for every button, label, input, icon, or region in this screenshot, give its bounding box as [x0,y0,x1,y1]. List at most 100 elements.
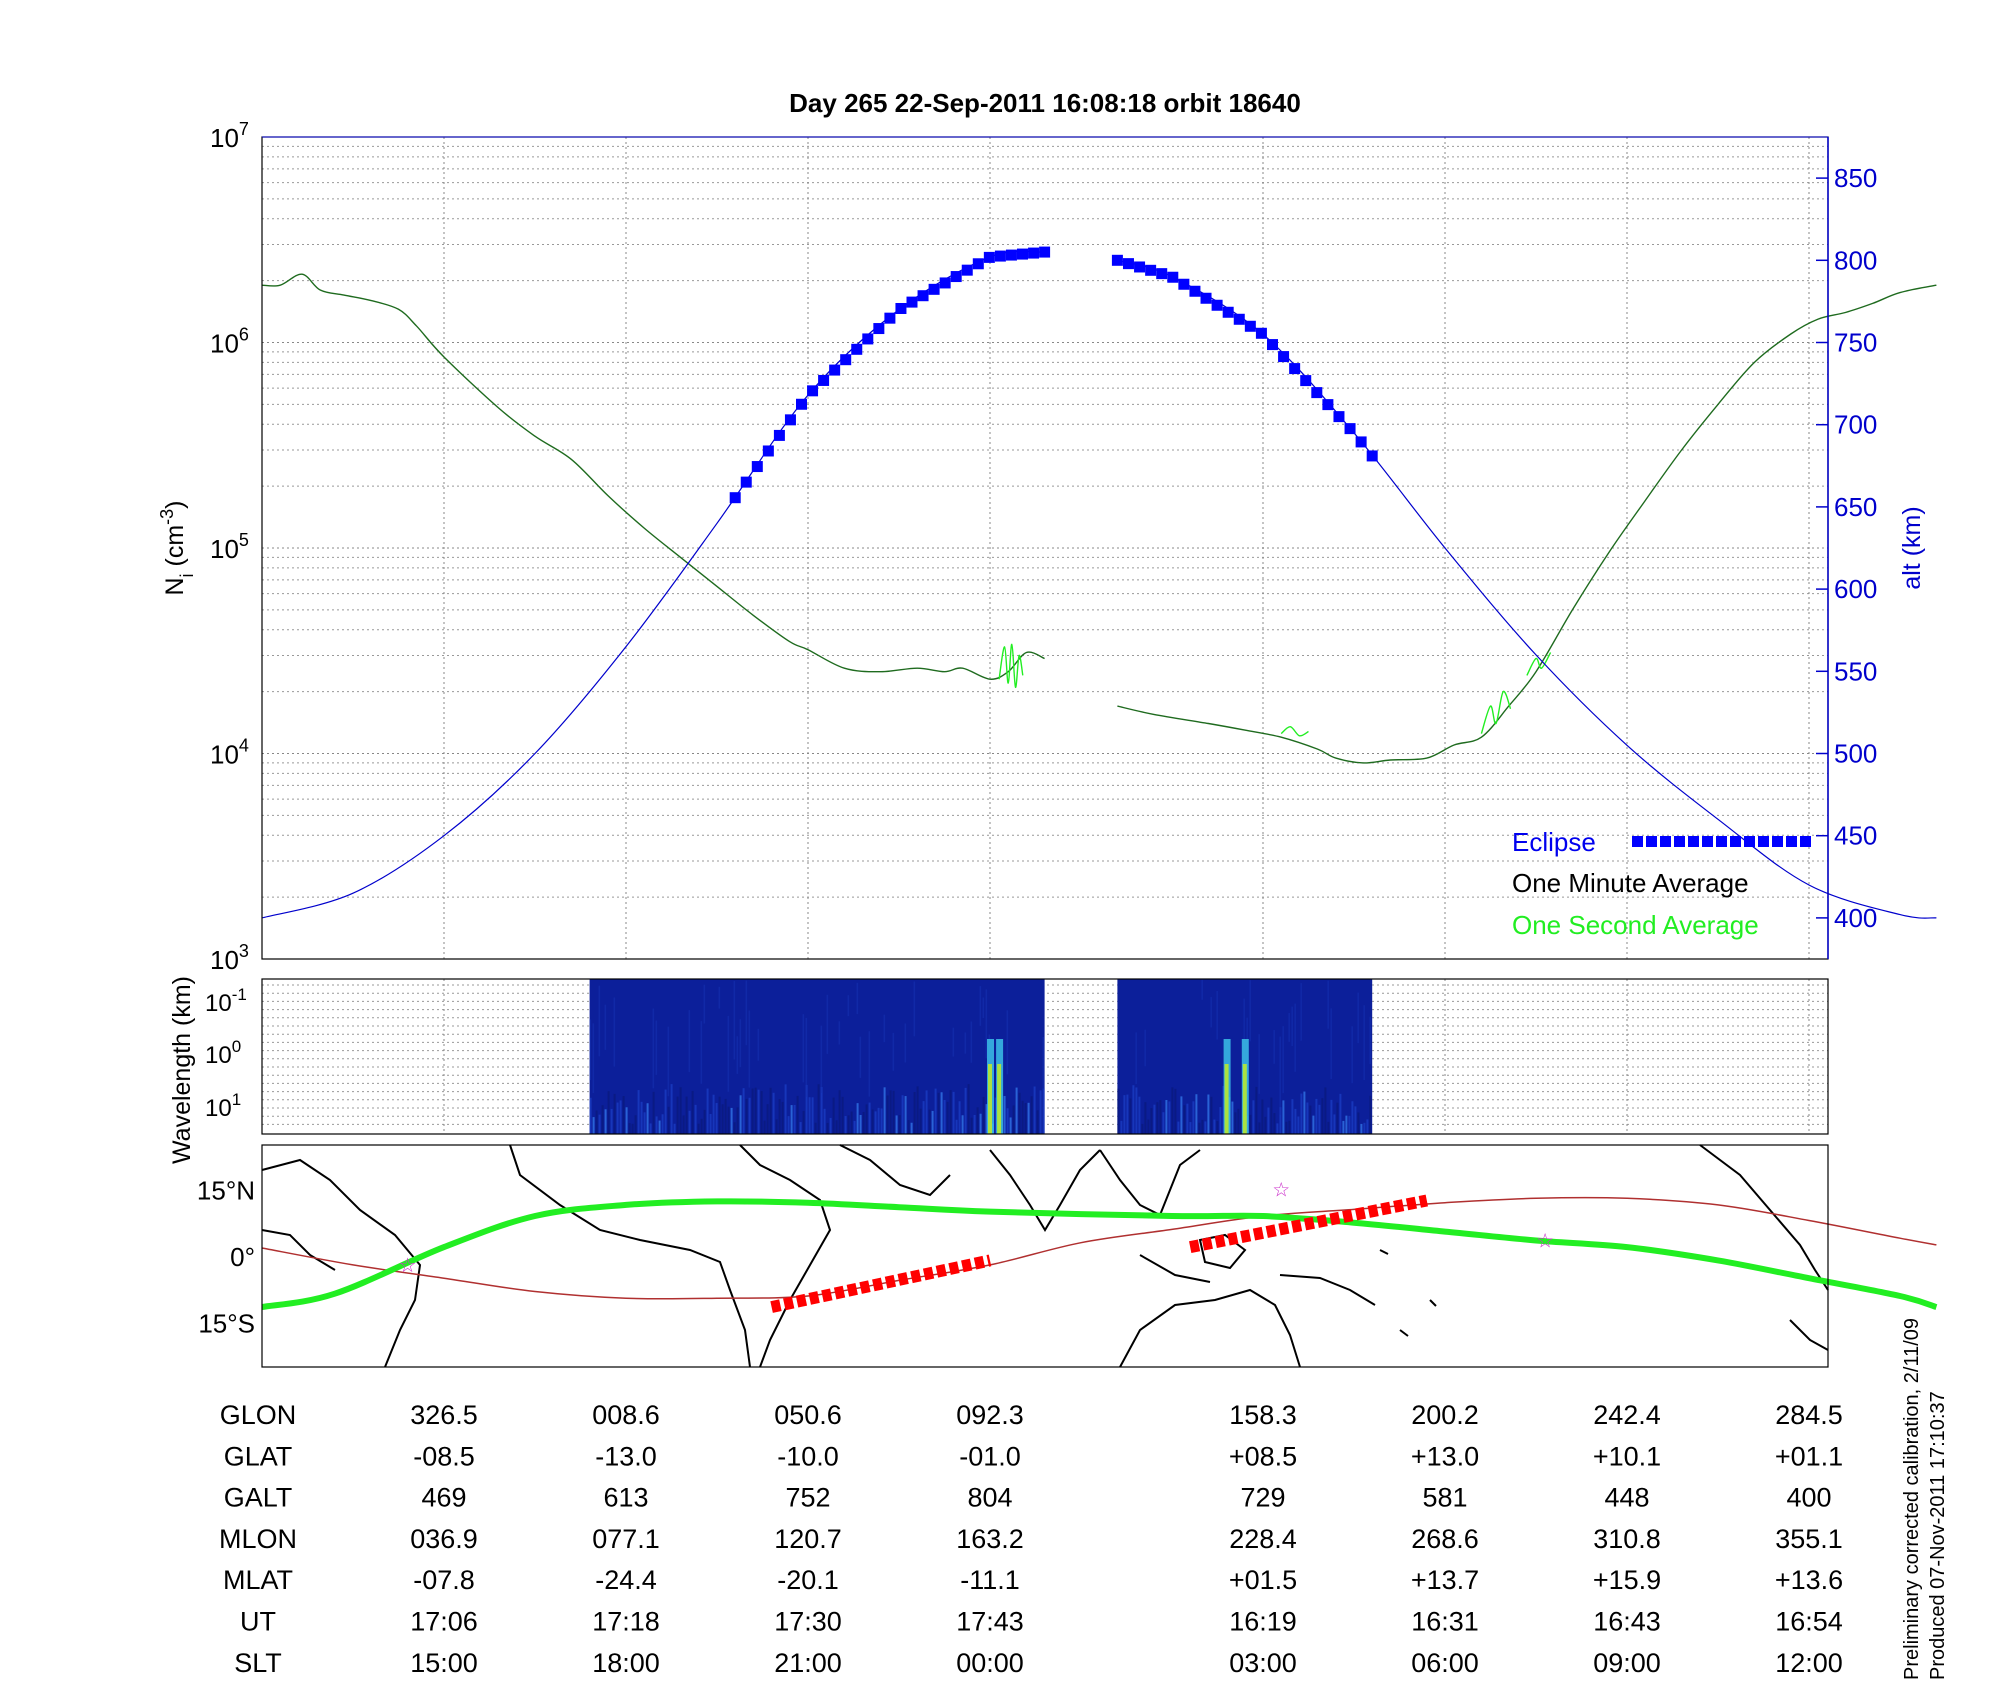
spectrogram-streak [1327,980,1329,1029]
spectrogram-streak [979,986,982,1026]
spectrogram-streak [1150,1108,1153,1134]
table-cell: 17:30 [774,1607,842,1637]
spectrogram-streak [802,1110,805,1134]
spectrogram-streak [604,1004,607,1050]
legend-eclipse-square [1730,836,1741,847]
table-row-label: MLON [219,1524,297,1554]
spectrogram-streak [739,1019,742,1068]
spectrogram-streak [1330,1008,1332,1080]
table-cell: -01.0 [959,1441,1021,1471]
y2-tick-label: 700 [1834,410,1877,440]
table-cell: -08.5 [413,1441,475,1471]
eclipse-marker [1366,450,1378,462]
spectrogram-streak [1339,1093,1342,1134]
spectrogram-streak [892,1032,895,1071]
spectrogram-streak [886,1095,889,1134]
spectrogram-streak [904,1096,907,1134]
table-cell: 092.3 [956,1400,1024,1430]
legend-minute-average: One Minute Average [1512,868,1749,898]
table-cell: +08.5 [1229,1441,1297,1471]
spectrogram-streak [1147,1119,1150,1134]
spectrogram-tick-label: 101 [205,1090,241,1122]
spectrogram-streak [691,1090,694,1134]
spectrogram-ticks: 10-1 100 101 [205,985,247,1122]
spectrogram-streak [904,1023,907,1063]
spectrogram-streak [1039,1090,1042,1134]
eclipse-marker [1145,264,1157,276]
spectrogram-streak [853,1120,856,1134]
spectrogram-streak [1291,1099,1294,1134]
spectrogram-streak [961,1115,964,1134]
spectrogram-streak [1264,1116,1267,1134]
spectrogram-streak [796,1095,799,1134]
spectrogram-streak [805,1017,808,1097]
spectrogram-streak [1255,1086,1258,1134]
eclipse-track-segment [1189,1194,1428,1254]
table-cell: 077.1 [592,1524,660,1554]
star-marker: ☆ [1536,1230,1554,1252]
eclipse-track-segment [770,1254,992,1313]
legend-eclipse-square [1702,836,1713,847]
spectrogram-streak [667,1106,670,1134]
spectrogram-streak [823,1108,826,1134]
spectrogram-streak [646,1103,649,1134]
coastline [989,1149,1101,1232]
spectrogram-streak [1198,1122,1201,1134]
table-cell: 008.6 [592,1400,660,1430]
spectrogram-streak [1294,1003,1296,1072]
series-line-one-second-average [1526,652,1552,676]
eclipse-marker [1344,423,1356,435]
spectrogram-streak [1252,1100,1255,1134]
spectrogram-streak [832,1097,835,1134]
y-tick-label: 105 [210,530,249,564]
table-cell: 17:18 [592,1607,660,1637]
legend-eclipse-square [1716,836,1727,847]
y2-tick-label: 550 [1834,656,1877,686]
table-row-label: GLAT [224,1441,293,1471]
spectrogram-streak [1336,1102,1339,1134]
spectrogram-streak [1318,1104,1321,1134]
spectrogram-streak [1183,1105,1186,1134]
spectrogram-streak [1033,1086,1036,1134]
spectrogram-streak [1213,1119,1216,1134]
lat-tick-label: 0° [230,1242,255,1272]
legend-eclipse-square [1800,836,1811,847]
spectrogram-streak [1186,1103,1189,1134]
y-tick-label: 107 [210,119,249,153]
spectrogram-streak [1168,1101,1171,1134]
spectrogram-streak [1180,1096,1183,1134]
spectrogram-streak [787,1116,790,1134]
series-line-one-second-average [1280,726,1309,737]
table-cell: 228.4 [1229,1524,1297,1554]
spectrogram-streak [793,1104,796,1134]
spectrogram-streak [982,997,985,1019]
spectrogram-streak [967,1084,970,1134]
spectrogram-streak [1006,1010,1009,1075]
spectrogram-streak [697,1123,700,1134]
coastline [1429,1299,1437,1307]
spectrogram-streak [1282,1100,1285,1134]
spectrogram-streak [718,986,721,1009]
eclipse-marker [1289,363,1301,375]
spectrogram-streak [940,1092,943,1134]
spectrogram-streak [730,1107,733,1134]
spectrogram-streak [751,1088,754,1134]
spectrogram-streak [883,1014,886,1043]
spectrogram-streak [913,981,916,1037]
spectrogram-streak [841,1096,844,1134]
spectrogram-streak [652,1091,655,1134]
spectrogram-streak [754,1087,757,1134]
y2-tick-label: 850 [1834,163,1877,193]
spectrogram-streak [742,1088,745,1134]
spectrogram-streak [757,1089,760,1134]
table-cell: 09:00 [1593,1648,1661,1678]
spectrogram-streak [1261,1099,1264,1134]
spectrogram-streak [859,1036,862,1078]
coastline [261,1229,336,1271]
legend-eclipse-square [1744,836,1755,847]
spectrogram-streak [1216,1121,1219,1134]
spectrogram-streak [883,1087,886,1134]
spectrogram-streak [1273,1030,1275,1064]
eclipse-marker [1222,306,1234,318]
spectrogram-streak [1021,1100,1024,1134]
